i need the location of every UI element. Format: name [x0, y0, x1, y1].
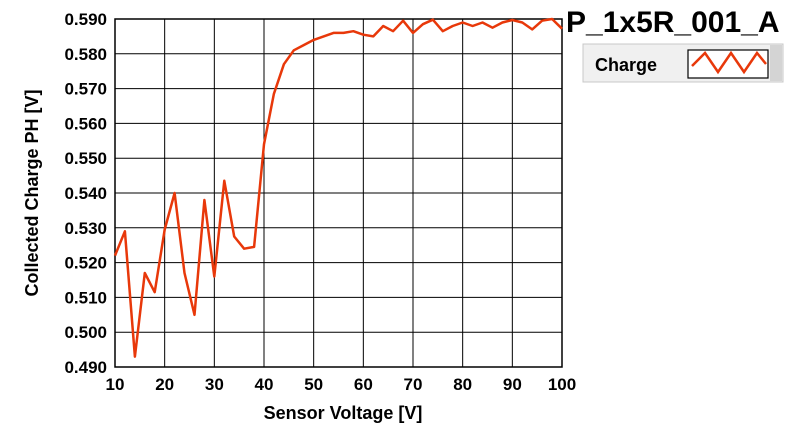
- legend-shadow: [770, 45, 782, 81]
- y-tick-label: 0.560: [64, 114, 107, 133]
- x-tick-label: 100: [548, 375, 576, 394]
- x-tick-label: 10: [106, 375, 125, 394]
- x-tick-label: 90: [503, 375, 522, 394]
- series-layer: [113, 17, 563, 358]
- y-tick-label: 0.530: [64, 219, 107, 238]
- y-tick-label: 0.500: [64, 323, 107, 342]
- series-line-charge: [113, 17, 563, 358]
- legend: Charge: [582, 43, 784, 83]
- x-tick-label: 40: [255, 375, 274, 394]
- x-tick-label: 60: [354, 375, 373, 394]
- x-tick-label: 80: [453, 375, 472, 394]
- legend-swatch-line: [691, 50, 767, 75]
- x-axis: 10 20 30 40 50 60 70 80 90 100: [106, 375, 577, 394]
- x-axis-title: Sensor Voltage [V]: [264, 403, 423, 423]
- y-axis-title: Collected Charge PH [V]: [22, 89, 42, 296]
- y-tick-label: 0.540: [64, 184, 107, 203]
- y-tick-label: 0.570: [64, 80, 107, 99]
- y-tick-label: 0.590: [64, 10, 107, 29]
- x-tick-label: 50: [304, 375, 323, 394]
- chart-title: P_1x5R_001_A: [566, 6, 780, 39]
- x-tick-label: 20: [155, 375, 174, 394]
- y-tick-label: 0.490: [64, 358, 107, 377]
- y-tick-label: 0.510: [64, 288, 107, 307]
- y-tick-label: 0.550: [64, 149, 107, 168]
- y-tick-label: 0.580: [64, 45, 107, 64]
- legend-label: Charge: [595, 55, 657, 75]
- y-axis: 0.490 0.500 0.510 0.520 0.530 0.540 0.550 0.560…: [64, 10, 107, 377]
- x-tick-label: 30: [205, 375, 224, 394]
- x-tick-label: 70: [404, 375, 423, 394]
- y-tick-label: 0.520: [64, 254, 107, 273]
